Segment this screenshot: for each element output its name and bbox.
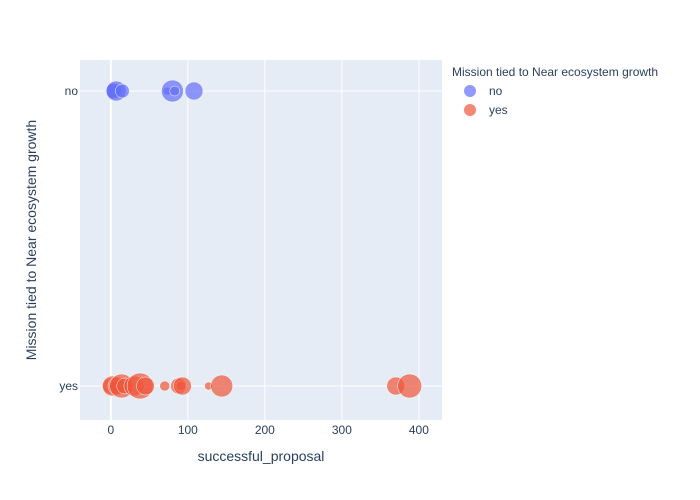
data-point-no	[115, 83, 130, 99]
data-point-yes	[173, 376, 192, 396]
x-tick-label: 400	[409, 423, 429, 437]
x-axis-ticks: 0 100 200 300 400	[107, 423, 429, 437]
x-tick-label: 100	[178, 423, 198, 437]
data-point-yes	[136, 376, 155, 396]
x-tick-label: 200	[255, 423, 275, 437]
data-point-no	[169, 85, 180, 97]
plot-background	[80, 60, 442, 420]
y-tick-label: yes	[59, 379, 78, 393]
y-tick-label: no	[65, 84, 79, 98]
legend-item-yes[interactable]: yes	[464, 103, 508, 117]
data-point-yes	[159, 380, 170, 392]
data-point-yes	[397, 373, 422, 399]
y-axis-ticks: no yes	[59, 84, 78, 393]
y-axis-title: Mission tied to Near ecosystem growth	[23, 120, 39, 360]
legend-marker	[464, 85, 476, 97]
legend-item-no[interactable]: no	[464, 84, 503, 98]
legend: Mission tied to Near ecosystem growth no…	[452, 65, 658, 117]
legend-label: yes	[489, 103, 508, 117]
data-point-yes	[210, 374, 233, 398]
legend-title: Mission tied to Near ecosystem growth	[452, 65, 658, 79]
x-tick-label: 300	[332, 423, 352, 437]
data-point-no	[184, 81, 204, 101]
x-axis-title: successful_proposal	[198, 448, 325, 464]
legend-marker	[464, 104, 476, 116]
data-points	[102, 79, 422, 400]
legend-label: no	[489, 84, 503, 98]
x-tick-label: 0	[107, 423, 114, 437]
